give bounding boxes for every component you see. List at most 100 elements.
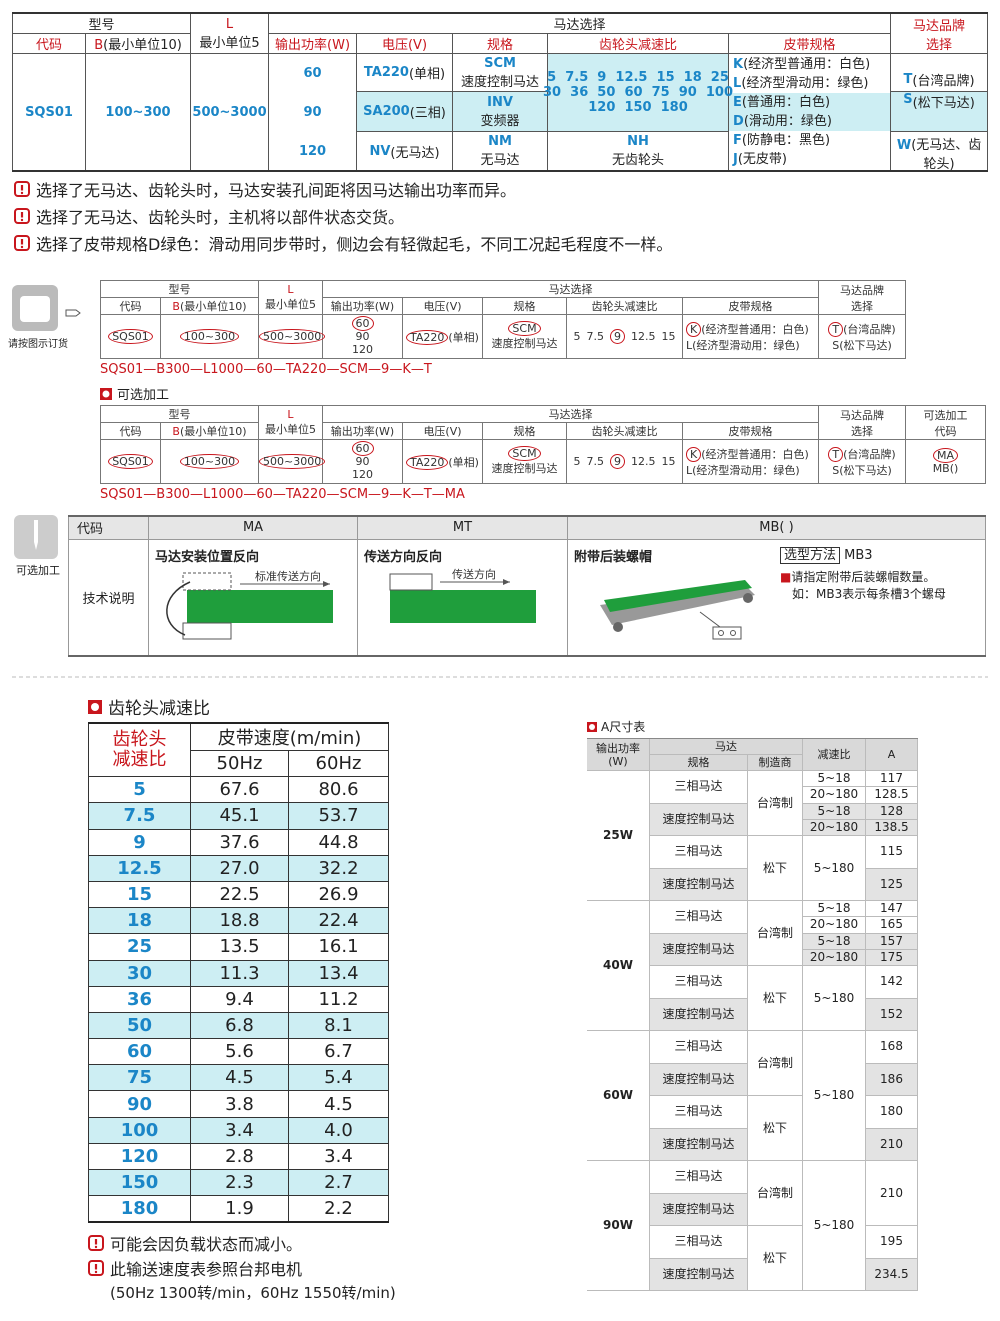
label: 传送方向反向 — [364, 549, 443, 565]
cell: 100 — [88, 1116, 191, 1144]
cell: 马达选择 — [322, 280, 819, 298]
cell: 速度控制马达 — [650, 933, 748, 966]
cell: 附带后装螺帽 选型方法 MB3 ■请指定附带后装螺帽数量。 如：MB3表示每条槽3… — [567, 538, 986, 657]
label: 技术说明 — [68, 538, 149, 657]
block: 型号 L 最小单位5 马达选择 马达品牌 选择 — [11, 12, 989, 54]
label: 90 — [303, 104, 322, 120]
block: NH 无齿轮头 — [548, 132, 728, 170]
row: 150 2.3 2.7 — [88, 1168, 389, 1197]
cell: 195 — [866, 1226, 918, 1259]
cell: 60 — [88, 1038, 191, 1066]
cell: 型号 — [100, 280, 259, 298]
label: 皮带规格 — [728, 33, 892, 54]
warning-icon — [14, 180, 30, 197]
gear-title-row: 齿轮头减速比 — [88, 694, 210, 719]
line: MA — [906, 447, 985, 463]
cell: 18.8 — [190, 907, 289, 935]
power: 90 — [355, 455, 370, 468]
label: (无马达、齿轮头) — [911, 138, 982, 172]
label: SQS01 — [12, 53, 86, 172]
cell: 代码 — [100, 297, 161, 315]
belt-label: (普通用：白色) — [741, 95, 831, 110]
label: 30 36 50 60 75 90 100 — [543, 85, 734, 100]
cell: 1.9 — [190, 1195, 289, 1223]
cell: 台湾制 — [748, 771, 803, 836]
example-table: 型号 L 最小单位5 马达选择 马达品牌 选择 可选加工 代码 代码 B(最小单位10) 输出功率(… — [100, 405, 986, 484]
label: (单相) — [408, 67, 446, 82]
text: 电压(V) — [423, 425, 462, 438]
cell: 减速比 — [803, 739, 866, 771]
belt-code: J — [733, 152, 738, 167]
cell: B(最小单位10) — [160, 297, 259, 315]
cell: 5 — [88, 776, 191, 804]
line: 120 — [323, 468, 402, 481]
cell: 三相马达 — [650, 1161, 748, 1194]
cell: L 最小单位5 — [258, 280, 323, 315]
line: 60 — [323, 441, 402, 456]
cell: 齿轮头减速比 — [566, 297, 683, 315]
row: 25 13.5 16.1 — [88, 933, 389, 961]
label: INV — [487, 94, 513, 110]
text: (松下马达) — [839, 338, 892, 352]
cell: 117 — [866, 771, 918, 788]
text: (最小单位10) — [179, 300, 247, 313]
cell: 4.0 — [288, 1116, 389, 1144]
label: L — [225, 16, 234, 32]
label: MT — [357, 515, 568, 540]
cell: 8.1 — [288, 1011, 389, 1040]
label: 无齿轮头 — [612, 153, 665, 168]
label: 60 — [303, 65, 322, 81]
block — [91, 702, 99, 711]
cell: 120 — [88, 1142, 191, 1171]
value-row: SQS01 100~300 500~3000 60 90 120 TA220 (单相) SCM 速… — [100, 439, 986, 484]
cell: 三相马达 — [650, 1031, 748, 1064]
tool-icon — [34, 520, 38, 550]
cell: 210 — [866, 1128, 918, 1161]
cell: 138.5 — [866, 819, 918, 836]
cell: 125 — [866, 868, 918, 901]
cell: 马达品牌 选择 — [818, 280, 906, 315]
brand-code: S — [832, 463, 840, 477]
text: 速度控制马达 — [491, 462, 558, 475]
brand-code: S — [832, 338, 840, 352]
note: 选择了皮带规格D绿色：滑动用同步带时，侧边会有轻微起毛，不同工况起毛程度不一样。 — [14, 229, 672, 256]
label: 型号 — [11, 12, 192, 34]
cell: 25W — [587, 771, 650, 901]
a-table: 输出功率 (W) 马达 规格 制造商 减速比 A 25W 台湾制 三相马达 5~18 20~180 11… — [587, 738, 918, 1291]
belt-code: L — [686, 463, 693, 477]
cell: TA220 (单相) SA200 (三相) NV (无马达) — [356, 53, 454, 172]
cell: A — [866, 739, 918, 771]
belt-option: E(普通用：白色) — [729, 93, 891, 112]
row: 50 6.8 8.1 — [88, 1011, 389, 1040]
row: 18 18.8 22.4 — [88, 907, 389, 935]
block: ■ — [780, 569, 792, 584]
text: 输出功率(W) — [330, 425, 395, 438]
cell: 20~180 — [803, 819, 866, 836]
text: 型号 — [168, 408, 191, 421]
cell: T (台湾品牌) S (松下马达) W(无马达、齿轮头) — [890, 53, 989, 172]
text: 马达选择 — [548, 408, 593, 421]
cell: 11.2 — [288, 985, 389, 1013]
block: 代码 MA MT MB( ) — [68, 515, 986, 540]
label: 规格 — [452, 33, 549, 54]
line: L(经济型滑动用：绿色) — [683, 337, 818, 353]
cell: 马达选择 — [322, 405, 819, 423]
text: 输出功率(W) — [330, 300, 395, 313]
cell: 皮带规格 — [682, 297, 819, 315]
spec-table: 型号 L 最小单位5 马达选择 马达品牌 选择 代码 B(最小单位10) 输出功率(… — [11, 12, 989, 172]
block: INV 变频器 — [453, 92, 548, 132]
example-table: 型号 L 最小单位5 马达选择 马达品牌 选择 代码 B(最小单位10) 输出功率(W) 电压(V… — [100, 280, 906, 359]
cell: 180 — [866, 1096, 918, 1129]
header-row: 齿轮头 减速比 皮带速度(m/min) — [88, 722, 389, 778]
label: S — [903, 92, 913, 107]
belt-option: L(经济型滑动用：绿色) — [729, 74, 890, 93]
order-example: 型号 L 最小单位5 马达选择 马达品牌 选择 可选加工 代码 代码 B(最小单位10) 输出功率(… — [100, 405, 986, 502]
cell: 输出功率(W) — [322, 297, 403, 315]
icon-part — [14, 207, 30, 224]
line: 马达品牌 — [819, 282, 905, 298]
ratio: 5 — [573, 330, 581, 343]
row: 75 4.5 5.4 — [88, 1064, 389, 1092]
cell: 5 7.5 9 12.5 15 18 25 30 36 50 60 75 90 1… — [543, 53, 733, 172]
voltage-code: TA220 — [406, 454, 449, 470]
ratio: 7.5 — [586, 455, 605, 468]
